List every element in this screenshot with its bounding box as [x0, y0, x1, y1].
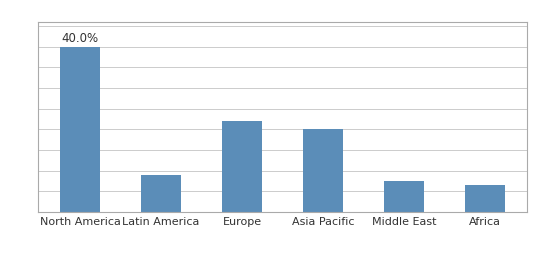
Bar [303, 129, 343, 212]
Bar [141, 175, 181, 212]
Bar [464, 185, 505, 212]
Bar [222, 121, 262, 212]
Bar [384, 181, 424, 212]
Bar [60, 47, 101, 212]
Text: 40.0%: 40.0% [61, 32, 98, 45]
